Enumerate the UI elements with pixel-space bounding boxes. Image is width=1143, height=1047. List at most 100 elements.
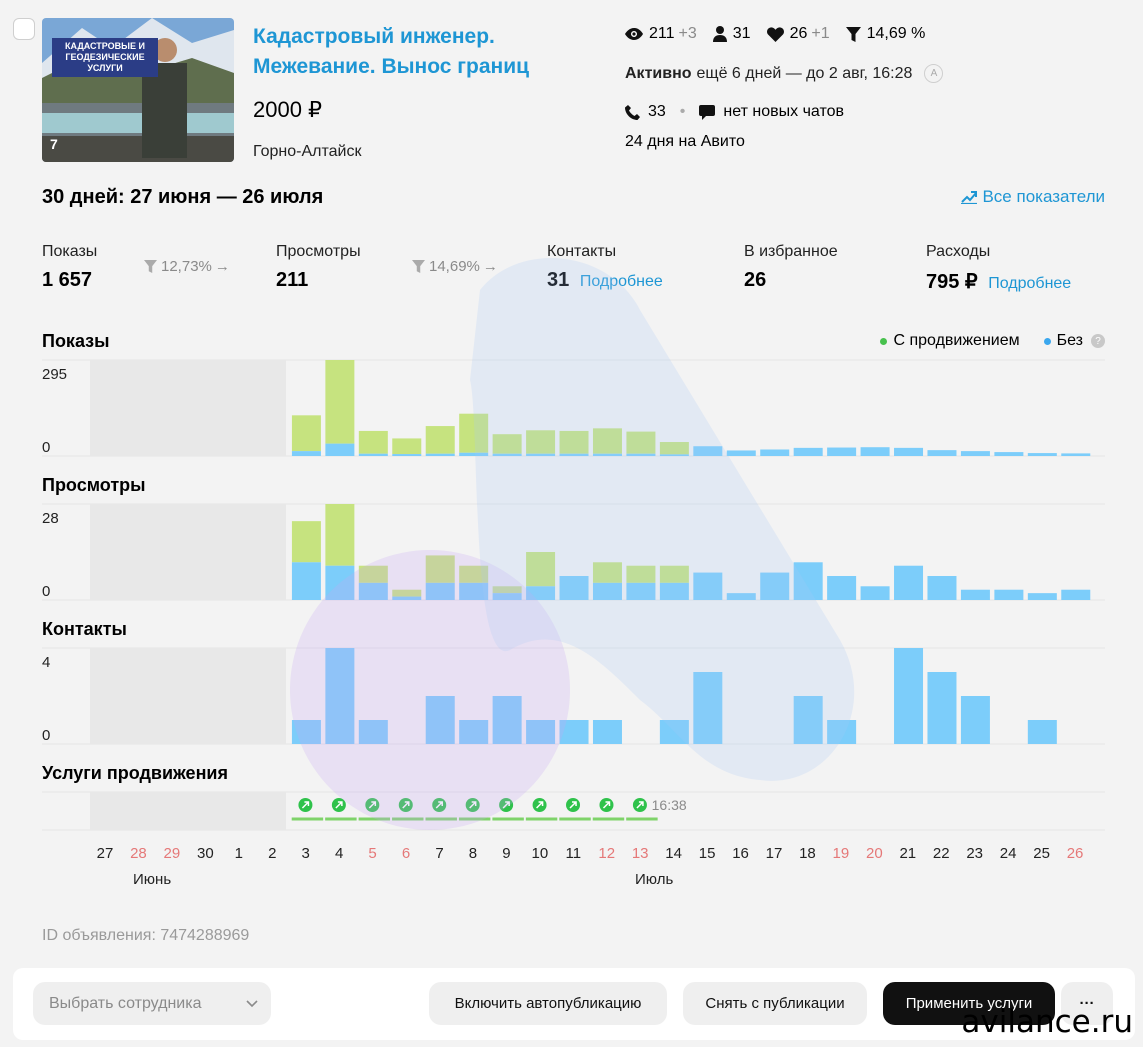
bar-organic <box>626 453 656 456</box>
bar-organic <box>425 582 455 600</box>
bar-promoted <box>592 562 622 583</box>
bar-organic <box>894 447 924 456</box>
promo-arrow-icon <box>435 801 443 809</box>
y-tick-zero: 0 <box>42 727 50 744</box>
bar-organic <box>459 582 489 600</box>
bar-organic <box>994 452 1024 456</box>
employee-select[interactable]: Выбрать сотрудника <box>33 982 271 1025</box>
bar-organic <box>659 582 689 600</box>
arrow-right-icon: → <box>214 258 230 275</box>
month-june: Июнь <box>133 871 172 888</box>
bar-organic <box>291 451 321 456</box>
bar-organic <box>860 447 890 456</box>
help-icon[interactable]: ? <box>1091 334 1105 348</box>
bar-organic <box>726 450 756 456</box>
metric-impressions-value: 1 657 <box>42 269 93 291</box>
bar-organic <box>392 454 422 456</box>
ad-photo[interactable]: КАДАСТРОВЫЕ И ГЕОДЕЗИЧЕСКИЕ УСЛУГИ 7 <box>42 18 234 162</box>
bar-promoted <box>392 589 422 597</box>
expenses-details-link[interactable]: Подробнее <box>988 275 1072 292</box>
contacts-details-link[interactable]: Подробнее <box>579 273 663 290</box>
active-until: ещё 6 дней — до 2 авг, 16:28 <box>696 64 913 82</box>
day-label: 26 <box>1066 845 1084 862</box>
promo-arrow-icon <box>536 801 544 809</box>
chats-status[interactable]: нет новых чатов <box>723 103 844 120</box>
metric-views-value: 211 <box>276 269 309 291</box>
day-label: 21 <box>899 845 917 862</box>
day-label: 23 <box>966 845 984 862</box>
day-label: 6 <box>401 845 411 862</box>
bar-promoted <box>526 552 556 587</box>
bar-organic <box>960 589 990 600</box>
metric-favorites-label: В избранное <box>744 243 838 260</box>
metric-contacts-value: 31 Подробнее <box>547 269 663 292</box>
bar-organic <box>559 453 589 456</box>
impressions-conv-value: 12,73% <box>161 258 212 275</box>
all-metrics-label[interactable]: Все показатели <box>982 187 1105 206</box>
chevron-down-icon <box>246 1000 258 1008</box>
period-title: 30 дней: 27 июня — 26 июля <box>42 186 324 208</box>
y-tick-max: 4 <box>42 654 50 671</box>
bar-organic <box>425 453 455 456</box>
bar-promoted <box>425 555 455 583</box>
bar-organic <box>894 648 924 744</box>
metric-expenses-value: 795 ₽ Подробнее <box>926 269 1071 294</box>
photo-banner: КАДАСТРОВЫЕ И ГЕОДЕЗИЧЕСКИЕ УСЛУГИ <box>52 38 158 77</box>
favorites-count: 26 <box>789 25 808 42</box>
day-label: 29 <box>163 845 181 862</box>
bar-organic <box>592 582 622 600</box>
promo-arrow-icon <box>402 801 410 809</box>
heart-icon <box>766 26 784 42</box>
ad-id: ID объявления: 7474288969 <box>42 927 250 944</box>
bar-promoted <box>526 430 556 454</box>
all-metrics-link[interactable]: Все показатели <box>961 187 1105 207</box>
select-ad-checkbox[interactable] <box>13 18 35 40</box>
views-chart-title: Просмотры <box>42 475 146 495</box>
promo-arrow-icon <box>636 801 644 809</box>
unpublish-button[interactable]: Снять с публикации <box>683 982 867 1025</box>
bar-organic <box>358 720 388 744</box>
active-label: Активно <box>625 64 692 82</box>
bar-promoted <box>659 565 689 583</box>
promo-end-time: 16:38 <box>652 797 687 813</box>
bar-organic <box>693 572 723 600</box>
bar-organic <box>626 582 656 600</box>
autopublish-button[interactable]: Включить автопубликацию <box>429 982 667 1025</box>
ad-title-link[interactable]: Кадастровый инженер. Межевание. Вынос гр… <box>253 25 530 78</box>
day-label: 2 <box>268 845 277 862</box>
calls-count: 33 <box>648 103 666 120</box>
conversion-stat: 14,69 % <box>845 25 925 43</box>
bar-organic <box>1027 453 1057 456</box>
day-label: 4 <box>334 845 344 862</box>
day-label: 7 <box>435 845 444 862</box>
bar-organic <box>325 648 355 744</box>
metric-impressions-conversion: 12,73% → <box>144 258 230 275</box>
expenses-total: 795 ₽ <box>926 271 978 293</box>
bar-organic <box>1027 720 1057 744</box>
promo-arrow-icon <box>469 801 477 809</box>
chart-legend: С продвижением Без? <box>856 332 1105 350</box>
bar-organic <box>827 576 857 600</box>
metric-views-label: Просмотры <box>276 243 361 260</box>
bar-organic <box>459 452 489 456</box>
ad-city: Горно-Алтайск <box>253 143 362 160</box>
bar-promoted <box>358 565 388 583</box>
bar-organic <box>960 696 990 744</box>
legend-no-promo: Без? <box>1043 332 1105 350</box>
views-delta: +3 <box>678 25 697 42</box>
legend-no-promo-label: Без <box>1056 332 1083 349</box>
bar-organic <box>559 720 589 744</box>
legend-promo: С продвижением <box>880 332 1020 350</box>
bar-promoted <box>291 521 321 563</box>
more-button[interactable]: ··· <box>1061 982 1113 1025</box>
bar-promoted <box>325 504 355 566</box>
bar-organic <box>526 720 556 744</box>
bar-organic <box>592 720 622 744</box>
promotion-title: Услуги продвижения <box>42 763 229 783</box>
bar-organic <box>526 586 556 600</box>
autopublish-icon[interactable]: A <box>924 64 944 83</box>
bar-organic <box>1027 593 1057 600</box>
apply-services-button[interactable]: Применить услуги <box>883 982 1055 1025</box>
chart-no-data-area <box>90 504 286 600</box>
bar-organic <box>693 446 723 456</box>
